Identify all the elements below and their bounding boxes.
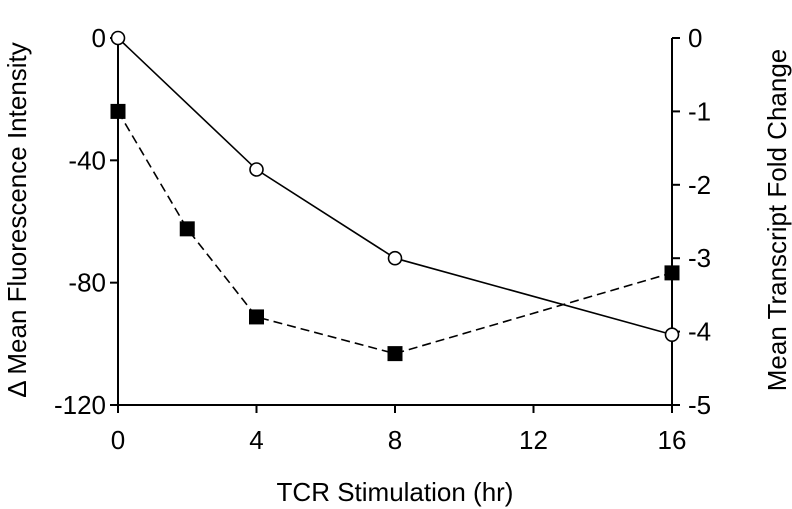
left-y-tick-label: 0 — [92, 23, 106, 53]
x-tick-label: 4 — [249, 425, 263, 455]
series-markers — [110, 30, 680, 362]
series-0-line — [117, 37, 673, 336]
series-1-point — [664, 265, 680, 281]
series-0-point — [110, 30, 126, 46]
left-y-tick-label: -40 — [68, 145, 106, 175]
series-1-point — [249, 309, 264, 325]
right-y-tick-label: -1 — [688, 96, 711, 126]
right-y-tick-label: -4 — [688, 317, 711, 347]
x-tick-label: 0 — [111, 425, 125, 455]
series-1-point — [387, 346, 403, 362]
right-y-tick-label: -3 — [688, 243, 711, 273]
series-1-line — [117, 110, 673, 355]
left-y-axis-title: Δ Mean Fluorescence Intensity — [2, 42, 32, 398]
x-tick-label: 8 — [388, 425, 402, 455]
series-0-point — [387, 250, 403, 266]
right-y-tick-label: -2 — [688, 170, 711, 200]
series-1-point — [179, 221, 195, 237]
right-y-tick-label: 0 — [688, 23, 702, 53]
x-tick-label: 12 — [519, 425, 548, 455]
series-1-point — [110, 103, 126, 119]
x-tick-label: 16 — [658, 425, 687, 455]
left-y-tick-label: -120 — [54, 390, 106, 420]
series-lines — [117, 37, 673, 355]
x-axis-title: TCR Stimulation (hr) — [277, 477, 514, 507]
right-y-axis-title: Mean Transcript Fold Change — [762, 49, 792, 392]
series-0-point — [249, 162, 264, 177]
left-y-tick-label: -80 — [68, 268, 106, 298]
right-y-tick-label: -5 — [688, 390, 711, 420]
series-0-point — [664, 327, 680, 342]
